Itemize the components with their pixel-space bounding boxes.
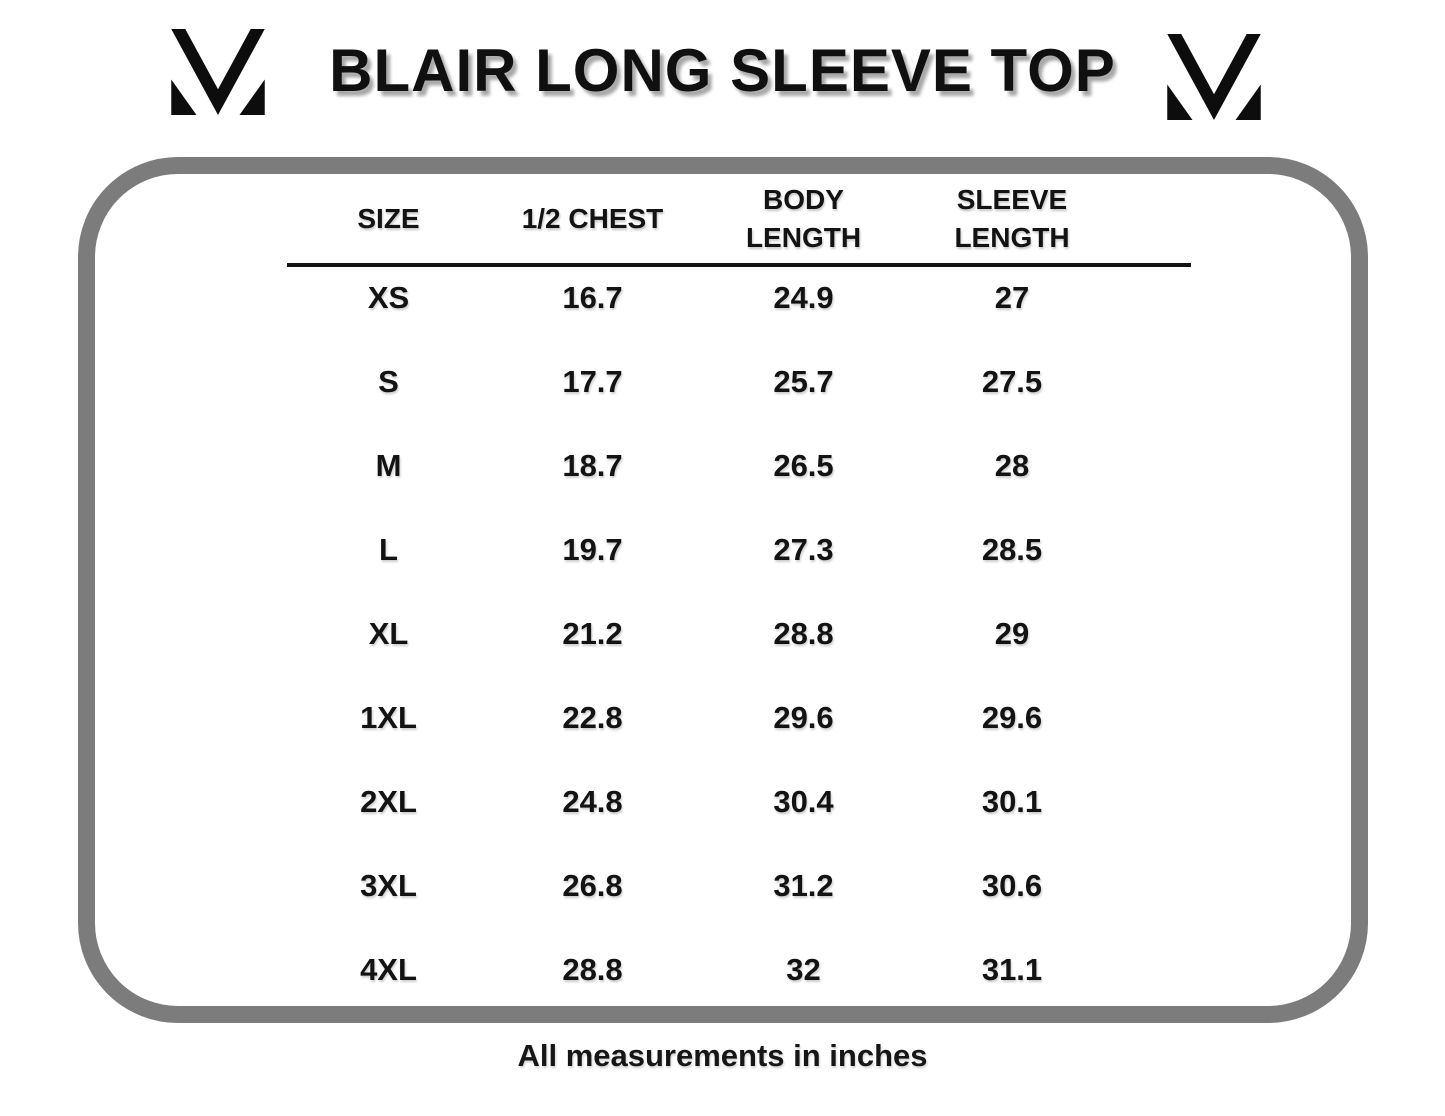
column-header-label: BODY LENGTH <box>745 183 862 253</box>
measurement-value: 30.1 <box>981 784 1043 819</box>
measurement-value: 26.8 <box>562 868 623 903</box>
size-label: M <box>375 448 402 483</box>
measurement-value: 32 <box>786 952 821 987</box>
measurement-value: 16.7 <box>562 280 623 315</box>
measurement-value: 28 <box>994 448 1030 483</box>
measurement-value: 28.5 <box>981 532 1043 567</box>
column-header-label: SIZE <box>357 202 420 234</box>
measurement-value: 29 <box>994 616 1030 651</box>
size-label: 4XL <box>360 952 417 987</box>
size-table: SIZE 1/2 CHEST BODY LENGTH SLEEVE LENGTH XS 1… <box>287 172 1191 1012</box>
page-title: BLAIR LONG SLEEVE TOP <box>329 37 1116 104</box>
measurement-value: 28.8 <box>562 952 623 987</box>
measurement-value: 17.7 <box>562 364 623 399</box>
measurement-value: 28.8 <box>773 616 834 651</box>
units-note: All measurements in inches <box>517 1038 928 1073</box>
measurement-value: 27 <box>994 280 1030 315</box>
measurement-value: 27.5 <box>981 364 1043 399</box>
measurement-value: 21.2 <box>562 616 623 651</box>
size-chart-frame <box>78 157 1368 1023</box>
measurement-value: 31.1 <box>981 952 1043 987</box>
size-label: XL <box>368 616 409 651</box>
table-header-divider <box>287 263 1191 267</box>
column-header-label: SLEEVE LENGTH <box>954 183 1070 253</box>
measurement-value: 27.3 <box>773 532 834 567</box>
column-header: BODY LENGTH <box>695 172 912 265</box>
measurement-value: 18.7 <box>562 448 623 483</box>
size-label: 1XL <box>360 700 417 735</box>
size-label: L <box>379 532 398 567</box>
measurement-value: 29.6 <box>981 700 1043 735</box>
measurement-value: 24.8 <box>562 784 623 819</box>
brand-monogram-icon <box>171 29 265 115</box>
column-header: SIZE <box>287 172 490 265</box>
column-header-label: 1/2 CHEST <box>521 202 664 234</box>
measurement-value: 31.2 <box>773 868 834 903</box>
size-label: XS <box>367 280 410 315</box>
column-header: 1/2 CHEST <box>490 172 695 265</box>
measurement-value: 24.9 <box>773 280 834 315</box>
brand-monogram-icon <box>1167 34 1261 120</box>
measurement-value: 22.8 <box>562 700 623 735</box>
size-label: 3XL <box>360 868 417 903</box>
measurement-value: 19.7 <box>562 532 623 567</box>
size-label: 2XL <box>360 784 417 819</box>
measurement-value: 30.4 <box>773 784 834 819</box>
column-header: SLEEVE LENGTH <box>912 172 1112 265</box>
measurement-value: 25.7 <box>773 364 834 399</box>
measurement-value: 26.5 <box>773 448 834 483</box>
measurement-value: 29.6 <box>773 700 834 735</box>
size-label: S <box>378 364 399 399</box>
measurement-value: 30.6 <box>981 868 1043 903</box>
